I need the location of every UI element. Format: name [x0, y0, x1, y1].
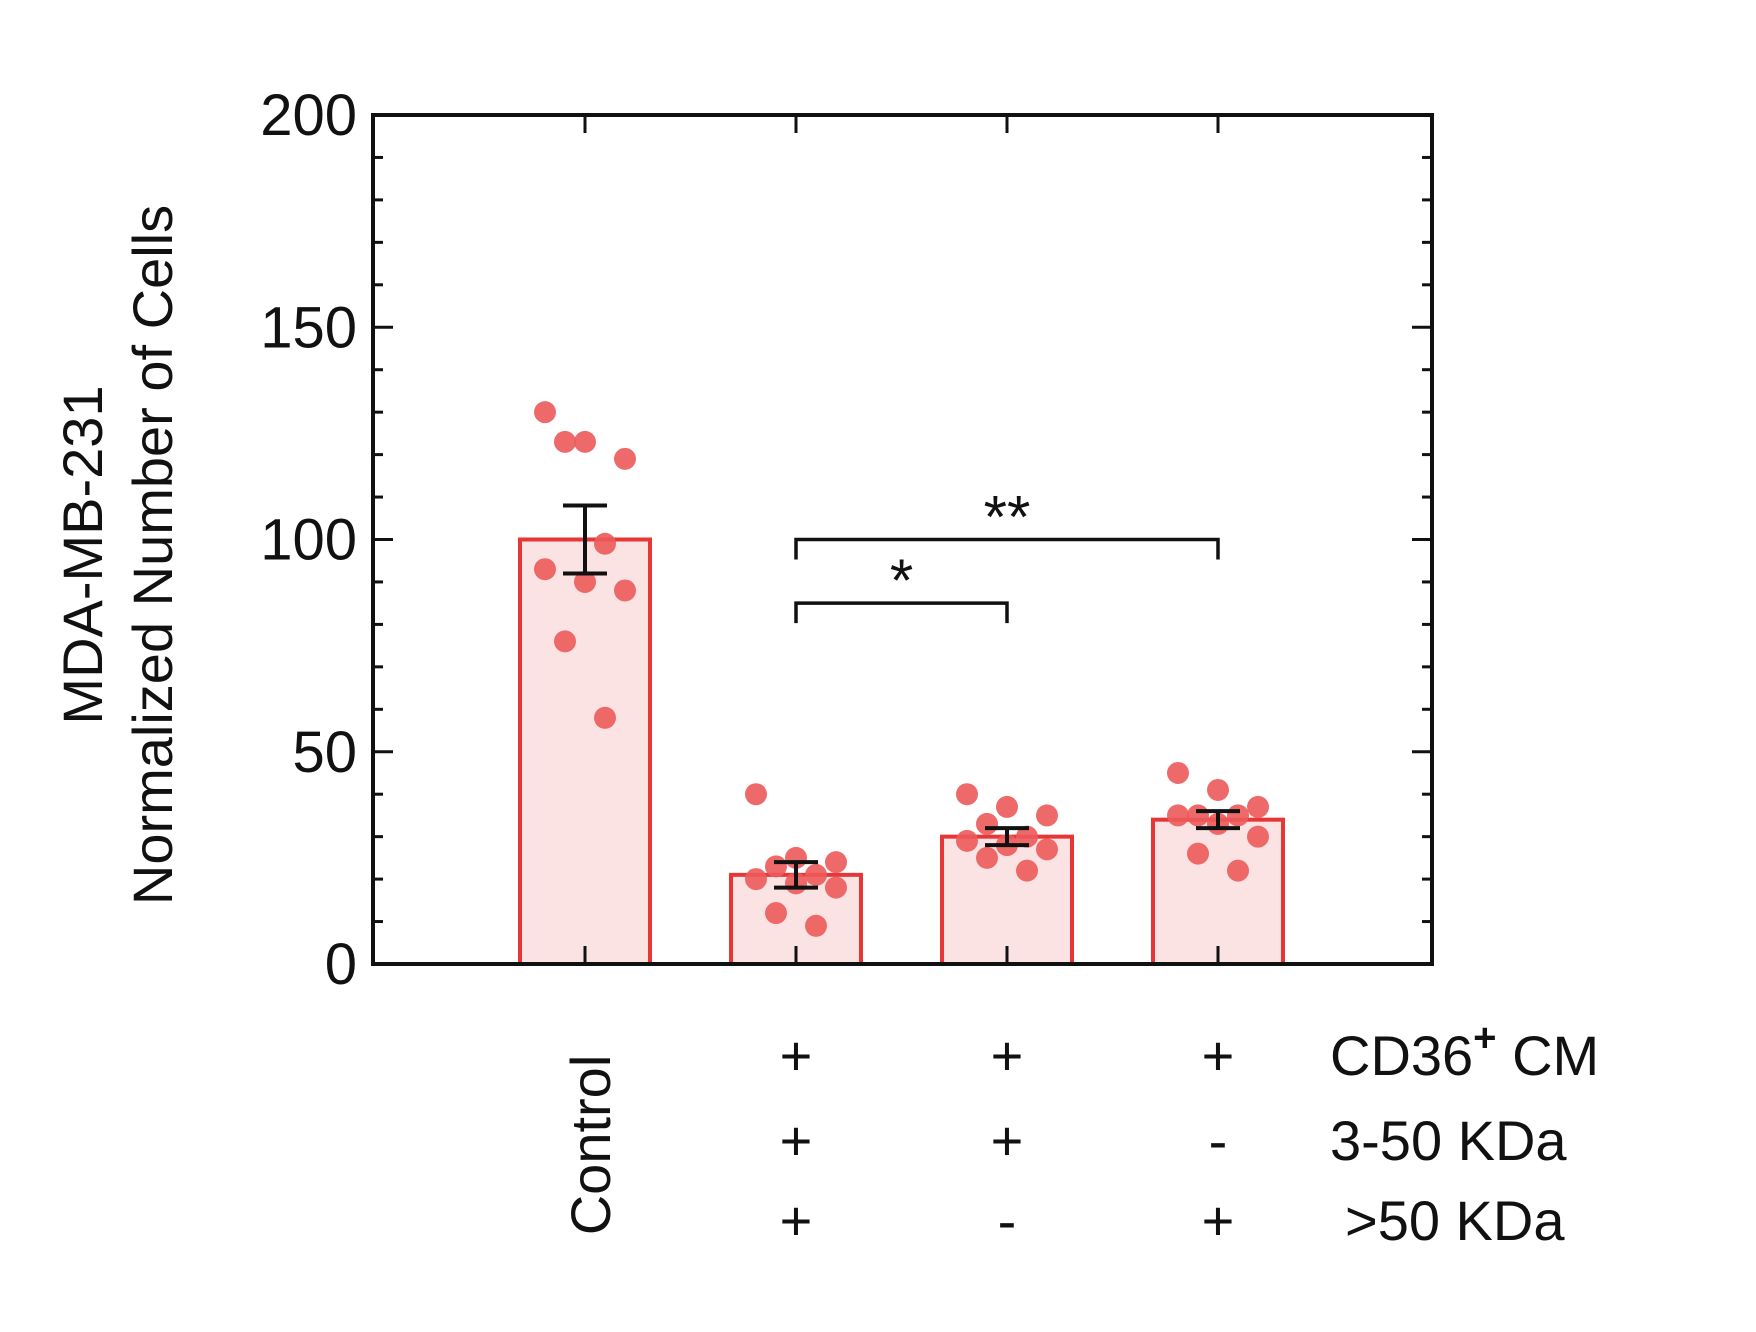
data-point-0-0	[534, 401, 556, 424]
condition-label-1: 3-50 KDa	[1330, 1109, 1567, 1172]
data-point-0-6	[574, 570, 596, 593]
condition-mark-2-3: +	[1202, 1189, 1235, 1252]
significance-label-1: *	[890, 547, 913, 614]
condition-mark-2-1: +	[780, 1189, 813, 1252]
condition-mark-0-1: +	[780, 1024, 813, 1087]
data-point-1-5	[745, 868, 767, 891]
data-point-2-7	[1036, 838, 1058, 861]
data-point-2-0	[956, 783, 978, 806]
data-point-1-0	[745, 783, 767, 806]
data-point-0-9	[594, 706, 616, 729]
condition-mark-0-3: +	[1202, 1024, 1235, 1087]
condition-table: + + + CD36+ CM+ + -3-50 KDa+ - + >50 KDa	[780, 1016, 1600, 1252]
data-point-0-8	[554, 630, 576, 653]
data-point-1-7	[825, 876, 847, 899]
data-point-1-9	[805, 914, 827, 937]
data-point-0-3	[554, 430, 576, 453]
significance-bracket-1	[794, 601, 1009, 624]
y-axis-title: MDA-MB-231 Normalized Number of Cells	[51, 205, 184, 905]
condition-label-suffix-0: CM	[1497, 1024, 1600, 1087]
condition-mark-1-1: +	[780, 1109, 813, 1172]
data-point-0-5	[534, 558, 556, 581]
data-point-0-7	[614, 579, 636, 602]
y-axis-title-line2: Normalized Number of Cells	[121, 205, 184, 905]
condition-label-superscript-0: +	[1473, 1016, 1496, 1060]
condition-label-2: >50 KDa	[1345, 1189, 1565, 1252]
category-label-control: Control	[559, 1055, 622, 1236]
data-point-1-8	[765, 902, 787, 925]
data-point-2-9	[1016, 859, 1038, 882]
y-tick-labels: 0 50 100 150 200	[260, 83, 357, 997]
data-point-0-1	[574, 430, 596, 453]
significance-group: ***	[794, 484, 1220, 624]
condition-label-text-2: >50 KDa	[1345, 1189, 1565, 1252]
data-point-1-4	[805, 863, 827, 886]
data-point-1-2	[825, 851, 847, 874]
data-point-2-4	[1016, 825, 1038, 848]
y-tick-label-150: 150	[260, 295, 357, 360]
bar-0	[518, 537, 652, 966]
data-point-3-7	[1247, 825, 1269, 848]
error-bar-group	[563, 503, 1240, 890]
y-tick-label-0: 0	[325, 932, 357, 997]
data-point-2-5	[956, 829, 978, 852]
condition-label-0: CD36+ CM	[1330, 1016, 1599, 1087]
condition-mark-1-3: -	[1209, 1109, 1228, 1172]
significance-label-0: **	[984, 484, 1031, 551]
data-point-3-0	[1167, 761, 1189, 784]
data-point-3-2	[1247, 795, 1269, 818]
significance-bracket-0	[794, 537, 1220, 560]
data-point-3-8	[1187, 842, 1209, 865]
data-point-3-4	[1227, 804, 1249, 827]
y-tick-label-100: 100	[260, 508, 357, 573]
data-point-3-3	[1187, 804, 1209, 827]
data-point-3-9	[1227, 859, 1249, 882]
data-point-2-3	[976, 812, 998, 835]
data-point-2-8	[976, 846, 998, 869]
axes-group	[371, 113, 1434, 966]
condition-mark-2-2: -	[998, 1189, 1017, 1252]
y-axis-title-line1: MDA-MB-231	[51, 385, 114, 724]
condition-label-text-0: CD36	[1330, 1024, 1473, 1087]
condition-mark-1-2: +	[991, 1109, 1024, 1172]
y-tick-label-200: 200	[260, 83, 357, 148]
data-point-1-3	[765, 855, 787, 878]
data-point-0-2	[614, 447, 636, 470]
data-point-2-2	[1036, 804, 1058, 827]
data-point-3-5	[1167, 804, 1189, 827]
condition-label-text-1: 3-50 KDa	[1330, 1109, 1567, 1172]
data-point-3-1	[1207, 778, 1229, 801]
data-point-0-4	[594, 532, 616, 555]
data-point-2-1	[996, 795, 1018, 818]
condition-mark-0-2: +	[991, 1024, 1024, 1087]
y-tick-label-50: 50	[292, 720, 357, 785]
